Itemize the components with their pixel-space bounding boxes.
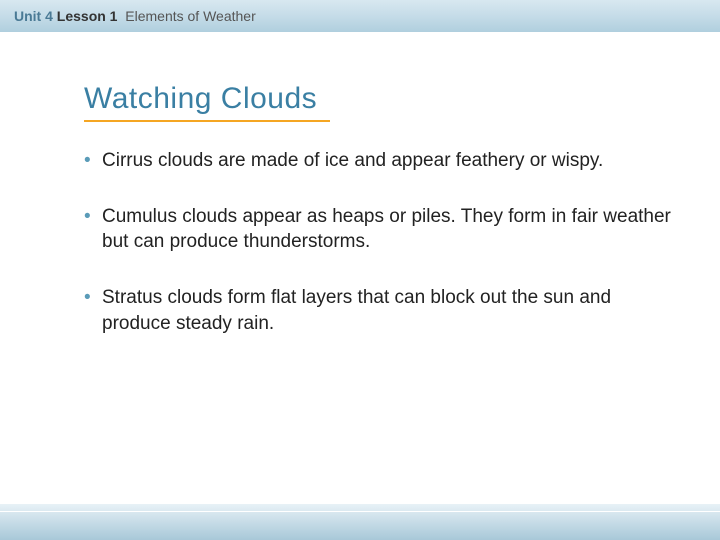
header-bar: Unit 4 Lesson 1 Elements of Weather xyxy=(0,0,720,32)
page-heading: Watching Clouds xyxy=(84,82,680,116)
list-item: Cirrus clouds are made of ice and appear… xyxy=(84,148,680,174)
list-item: Cumulus clouds appear as heaps or piles.… xyxy=(84,204,680,255)
header-unit-label: Unit 4 xyxy=(14,8,53,24)
header-lesson-title: Elements of Weather xyxy=(125,8,255,24)
bullet-list: Cirrus clouds are made of ice and appear… xyxy=(84,148,680,336)
list-item: Stratus clouds form flat layers that can… xyxy=(84,285,680,336)
heading-underline xyxy=(84,120,330,122)
content-area: Watching Clouds Cirrus clouds are made o… xyxy=(0,32,720,386)
footer-bar xyxy=(0,504,720,540)
header-lesson-label: Lesson 1 xyxy=(57,8,118,24)
header-text: Unit 4 Lesson 1 Elements of Weather xyxy=(14,8,256,24)
